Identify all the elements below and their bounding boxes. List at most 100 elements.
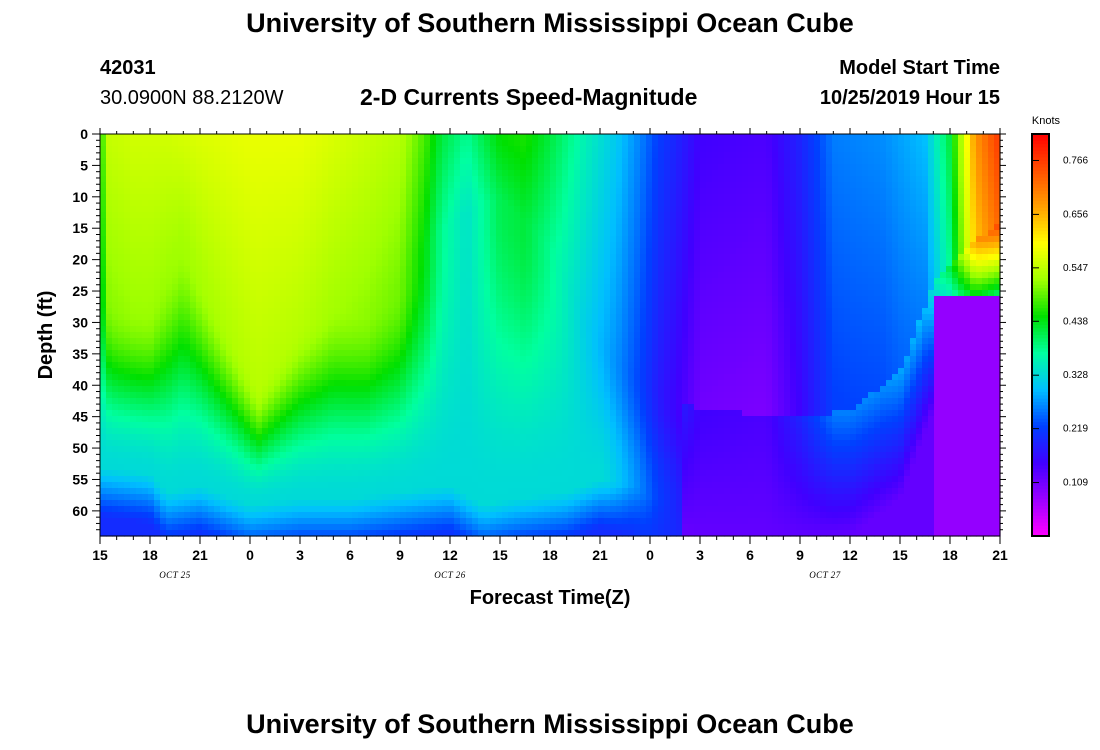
heatmap-cell <box>442 242 449 249</box>
heatmap-cell <box>532 278 539 285</box>
heatmap-cell <box>454 230 461 237</box>
heatmap-cell <box>112 494 119 501</box>
heatmap-cell <box>190 332 197 339</box>
heatmap-cell <box>394 224 401 231</box>
heatmap-cell <box>244 368 251 375</box>
heatmap-cell <box>376 440 383 447</box>
heatmap-cell <box>460 524 467 531</box>
heatmap-cell <box>454 356 461 363</box>
heatmap-cell <box>520 518 527 525</box>
heatmap-cell <box>514 452 521 459</box>
heatmap-cell <box>478 362 485 369</box>
heatmap-cell <box>304 158 311 165</box>
heatmap-cell <box>106 434 113 441</box>
heatmap-cell <box>526 440 533 447</box>
heatmap-cell <box>472 392 479 399</box>
heatmap-cell <box>472 182 479 189</box>
heatmap-cell <box>136 236 143 243</box>
heatmap-cell <box>412 320 419 327</box>
heatmap-cell <box>250 530 257 537</box>
heatmap-cell <box>430 404 437 411</box>
heatmap-cell <box>274 212 281 219</box>
heatmap-cell <box>394 278 401 285</box>
heatmap-cell <box>292 314 299 321</box>
heatmap-cell <box>382 182 389 189</box>
heatmap-cell <box>370 206 377 213</box>
heatmap-cell <box>544 188 551 195</box>
heatmap-cell <box>106 500 113 507</box>
heatmap-cell <box>220 224 227 231</box>
heatmap-cell <box>382 524 389 531</box>
heatmap-cell <box>442 308 449 315</box>
heatmap-cell <box>310 350 317 357</box>
heatmap-cell <box>202 134 209 141</box>
heatmap-cell <box>490 314 497 321</box>
heatmap-cell <box>112 248 119 255</box>
heatmap-cell <box>364 182 371 189</box>
heatmap-cell <box>454 134 461 141</box>
heatmap-cell <box>382 356 389 363</box>
heatmap-cell <box>232 152 239 159</box>
heatmap-cell <box>538 464 545 471</box>
heatmap-cell <box>418 416 425 423</box>
heatmap-cell <box>166 302 173 309</box>
heatmap-cell <box>310 308 317 315</box>
heatmap-cell <box>334 356 341 363</box>
heatmap-cell <box>460 212 467 219</box>
heatmap-cell <box>526 200 533 207</box>
heatmap-cell <box>256 284 263 291</box>
heatmap-cell <box>532 380 539 387</box>
heatmap-cell <box>184 470 191 477</box>
heatmap-cell <box>268 350 275 357</box>
heatmap-cell <box>388 332 395 339</box>
heatmap-cell <box>340 272 347 279</box>
heatmap-cell <box>514 224 521 231</box>
heatmap-cell <box>214 476 221 483</box>
heatmap-cell <box>532 302 539 309</box>
heatmap-cell <box>322 434 329 441</box>
heatmap-cell <box>532 362 539 369</box>
heatmap-cell <box>334 224 341 231</box>
heatmap-cell <box>352 362 359 369</box>
heatmap-cell <box>292 518 299 525</box>
heatmap-cell <box>244 332 251 339</box>
heatmap-cell <box>406 146 413 153</box>
heatmap-cell <box>346 356 353 363</box>
heatmap-cell <box>280 512 287 519</box>
heatmap-cell <box>370 140 377 147</box>
heatmap-cell <box>406 326 413 333</box>
heatmap-cell <box>394 416 401 423</box>
heatmap-cell <box>292 500 299 507</box>
heatmap-cell <box>226 302 233 309</box>
heatmap-cell <box>226 212 233 219</box>
heatmap-cell <box>430 380 437 387</box>
heatmap-cell <box>298 296 305 303</box>
heatmap-cell <box>538 242 545 249</box>
heatmap-cell <box>334 320 341 327</box>
heatmap-cell <box>496 254 503 261</box>
heatmap-cell <box>526 392 533 399</box>
heatmap-cell <box>448 218 455 225</box>
heatmap-cell <box>466 446 473 453</box>
heatmap-cell <box>436 194 443 201</box>
heatmap-cell <box>508 194 515 201</box>
heatmap-cell <box>154 416 161 423</box>
heatmap-cell <box>112 350 119 357</box>
heatmap-cell <box>274 194 281 201</box>
heatmap-cell <box>190 452 197 459</box>
heatmap-cell <box>466 488 473 495</box>
heatmap-cell <box>334 524 341 531</box>
heatmap-cell <box>334 500 341 507</box>
heatmap-cell <box>394 506 401 513</box>
heatmap-cell <box>346 428 353 435</box>
heatmap-cell <box>100 206 107 213</box>
heatmap-cell <box>388 356 395 363</box>
heatmap-cell <box>214 428 221 435</box>
heatmap-cell <box>208 134 215 141</box>
heatmap-cell <box>466 182 473 189</box>
heatmap-cell <box>250 350 257 357</box>
heatmap-cell <box>316 428 323 435</box>
heatmap-cell <box>364 512 371 519</box>
heatmap-cell <box>484 158 491 165</box>
heatmap-cell <box>412 194 419 201</box>
